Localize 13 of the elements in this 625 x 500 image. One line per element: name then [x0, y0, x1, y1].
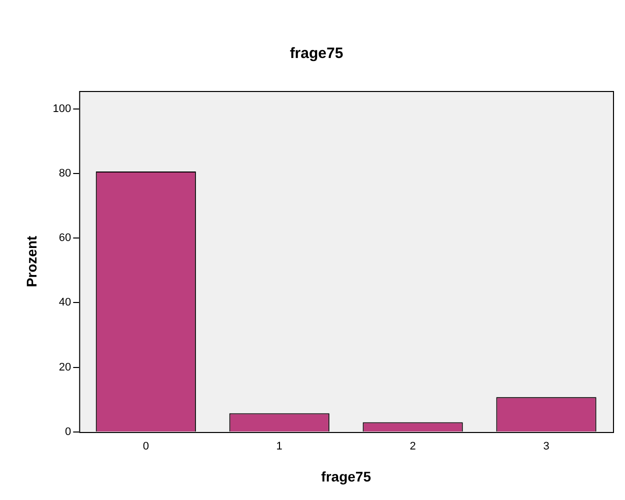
chart-title: frage75	[290, 45, 344, 62]
y-tick-label: 100	[52, 102, 72, 115]
y-tick-label: 80	[58, 167, 72, 180]
y-tick-label: 60	[58, 232, 72, 244]
x-tick-label: 2	[410, 440, 416, 453]
y-axis-title: Prozent	[23, 235, 40, 288]
y-tick-label: 40	[58, 296, 72, 309]
x-tick-label: 1	[276, 440, 282, 453]
x-axis-title: frage75	[321, 468, 372, 484]
x-tick-label: 3	[543, 440, 550, 453]
y-tick-label: 0	[65, 426, 72, 438]
x-tick-label: 0	[142, 440, 149, 453]
y-tick-label: 20	[58, 361, 72, 374]
